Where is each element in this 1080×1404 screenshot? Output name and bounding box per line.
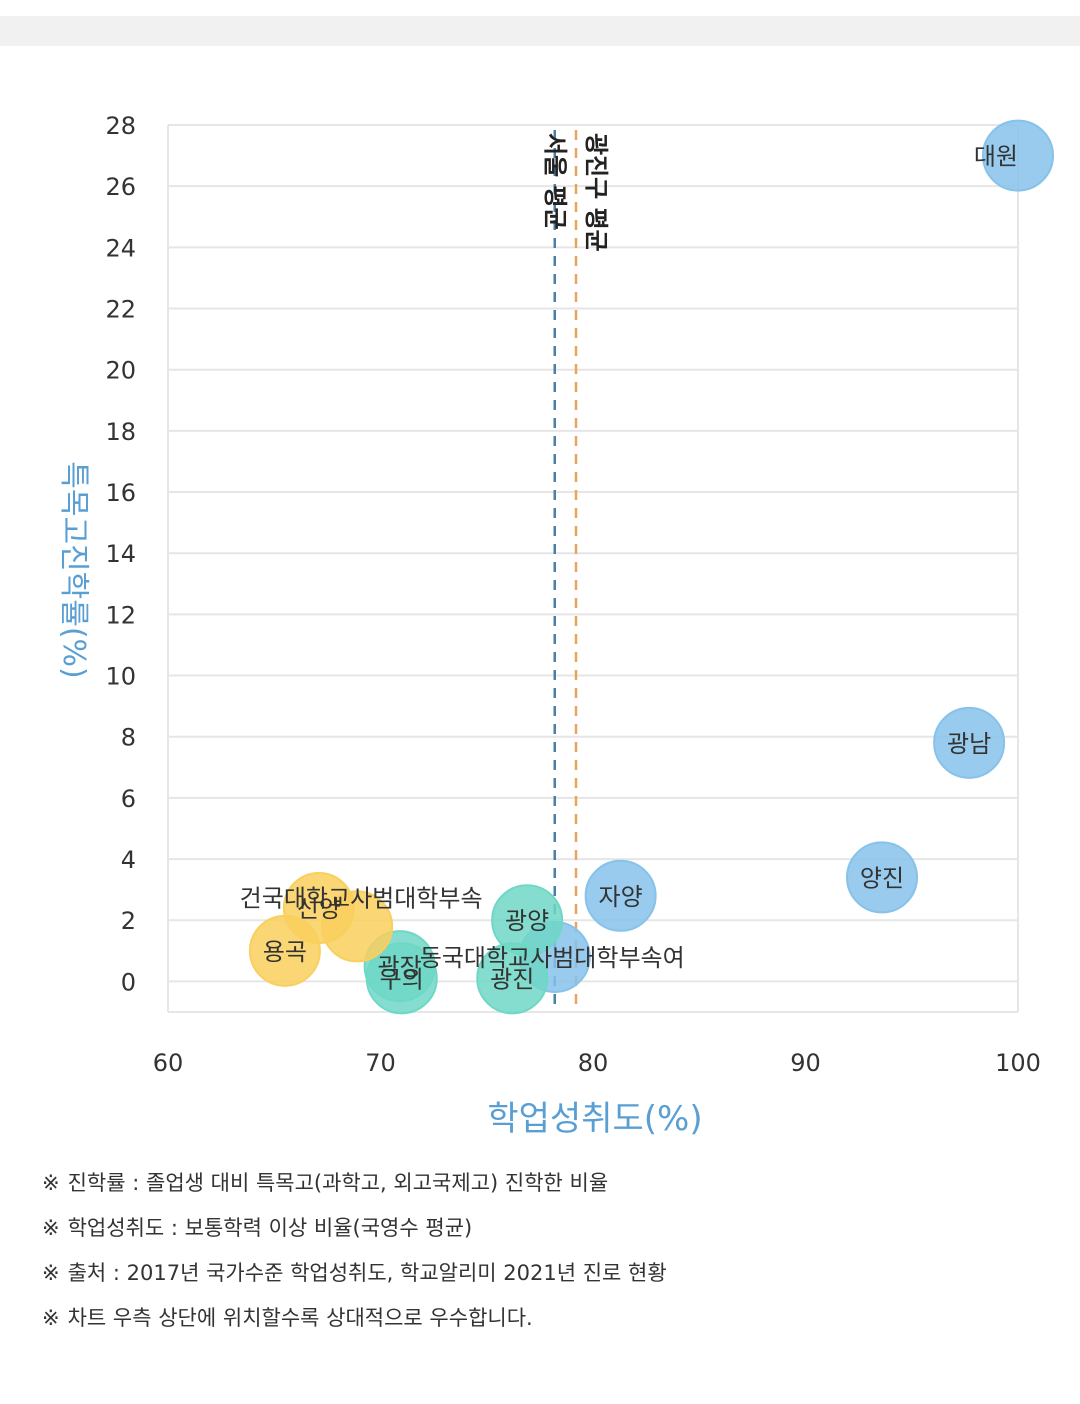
x-tick-label: 90: [790, 1049, 821, 1077]
y-tick-label: 2: [121, 907, 136, 935]
point-label: 광장: [378, 953, 422, 981]
y-axis-title: 특목고진학률(%): [56, 461, 91, 679]
data-points: [248, 119, 1054, 1015]
point-label: 신양: [297, 895, 341, 923]
y-tick-label: 10: [105, 663, 136, 691]
note-text: 학업성취도 : 보통학력 이상 비율(국영수 평균): [67, 1216, 473, 1240]
reference-mark-icon: ※: [42, 1261, 60, 1285]
grid-lines: [167, 124, 1019, 1013]
note-text: 차트 우측 상단에 위치할수록 상대적으로 우수합니다.: [67, 1306, 533, 1330]
note-interpretation: ※ 차트 우측 상단에 위치할수록 상대적으로 우수합니다.: [42, 1301, 1042, 1346]
reference-line-label: 서울 평균: [541, 133, 569, 230]
point-label: 동국대학교사범대학부속여: [420, 944, 685, 972]
data-point: [476, 942, 549, 1015]
y-tick-label: 6: [121, 785, 136, 813]
note-advancement-rate: ※ 진학률 : 졸업생 대비 특목고(과학고, 외고국제고) 진학한 비율: [42, 1166, 1042, 1211]
data-point: [982, 119, 1054, 192]
x-tick-label: 100: [995, 1049, 1041, 1077]
reference-lines: 서울 평균 광진구 평균: [541, 130, 610, 1012]
point-label: 대원: [974, 143, 1018, 171]
data-point: [321, 890, 394, 963]
point-label: 구의: [380, 965, 424, 993]
point-label: 건국대학교사범대학부속: [240, 884, 483, 912]
point-label: 광남: [947, 730, 991, 758]
y-tick-label: 0: [121, 968, 136, 996]
y-tick-label: 14: [105, 540, 136, 568]
x-tick-label: 60: [153, 1049, 184, 1077]
point-label: 광진: [490, 965, 534, 993]
y-tick-label: 26: [105, 173, 136, 201]
y-tick-label: 12: [105, 601, 136, 629]
y-tick-label: 24: [105, 234, 136, 262]
reference-mark-icon: ※: [42, 1216, 60, 1240]
point-label: 자양: [599, 883, 643, 911]
y-tick-label: 4: [121, 846, 136, 874]
y-tick-label: 18: [105, 418, 136, 446]
note-text: 출처 : 2017년 국가수준 학업성취도, 학교알리미 2021년 진로 현황: [67, 1261, 667, 1285]
y-tick-label: 22: [105, 296, 136, 324]
note-achievement: ※ 학업성취도 : 보통학력 이상 비율(국영수 평균): [42, 1211, 1042, 1256]
x-tick-label: 80: [578, 1049, 609, 1077]
x-axis-title: 학업성취도(%): [487, 1099, 702, 1139]
data-point: [584, 859, 657, 932]
y-tick-label: 8: [121, 724, 136, 752]
note-text: 진학률 : 졸업생 대비 특목고(과학고, 외고국제고) 진학한 비율: [67, 1171, 609, 1195]
y-tick-label: 20: [105, 357, 136, 385]
data-point: [248, 914, 321, 987]
reference-line-label: 광진구 평균: [582, 133, 610, 252]
point-label: 용곡: [263, 938, 307, 966]
y-tick-label: 28: [105, 112, 136, 140]
x-tick-label: 70: [365, 1049, 396, 1077]
point-label: 양진: [860, 864, 904, 892]
data-point: [933, 706, 1006, 779]
reference-mark-icon: ※: [42, 1306, 60, 1330]
data-point: [846, 841, 918, 914]
top-band: [0, 16, 1080, 46]
data-point: [365, 942, 438, 1015]
notes: ※ 진학률 : 졸업생 대비 특목고(과학고, 외고국제고) 진학한 비율 ※ 학업…: [42, 1166, 1042, 1346]
point-label: 광양: [505, 907, 549, 935]
y-tick-label: 16: [105, 479, 136, 507]
reference-mark-icon: ※: [42, 1171, 60, 1195]
note-source: ※ 출처 : 2017년 국가수준 학업성취도, 학교알리미 2021년 진로 현…: [42, 1256, 1042, 1301]
